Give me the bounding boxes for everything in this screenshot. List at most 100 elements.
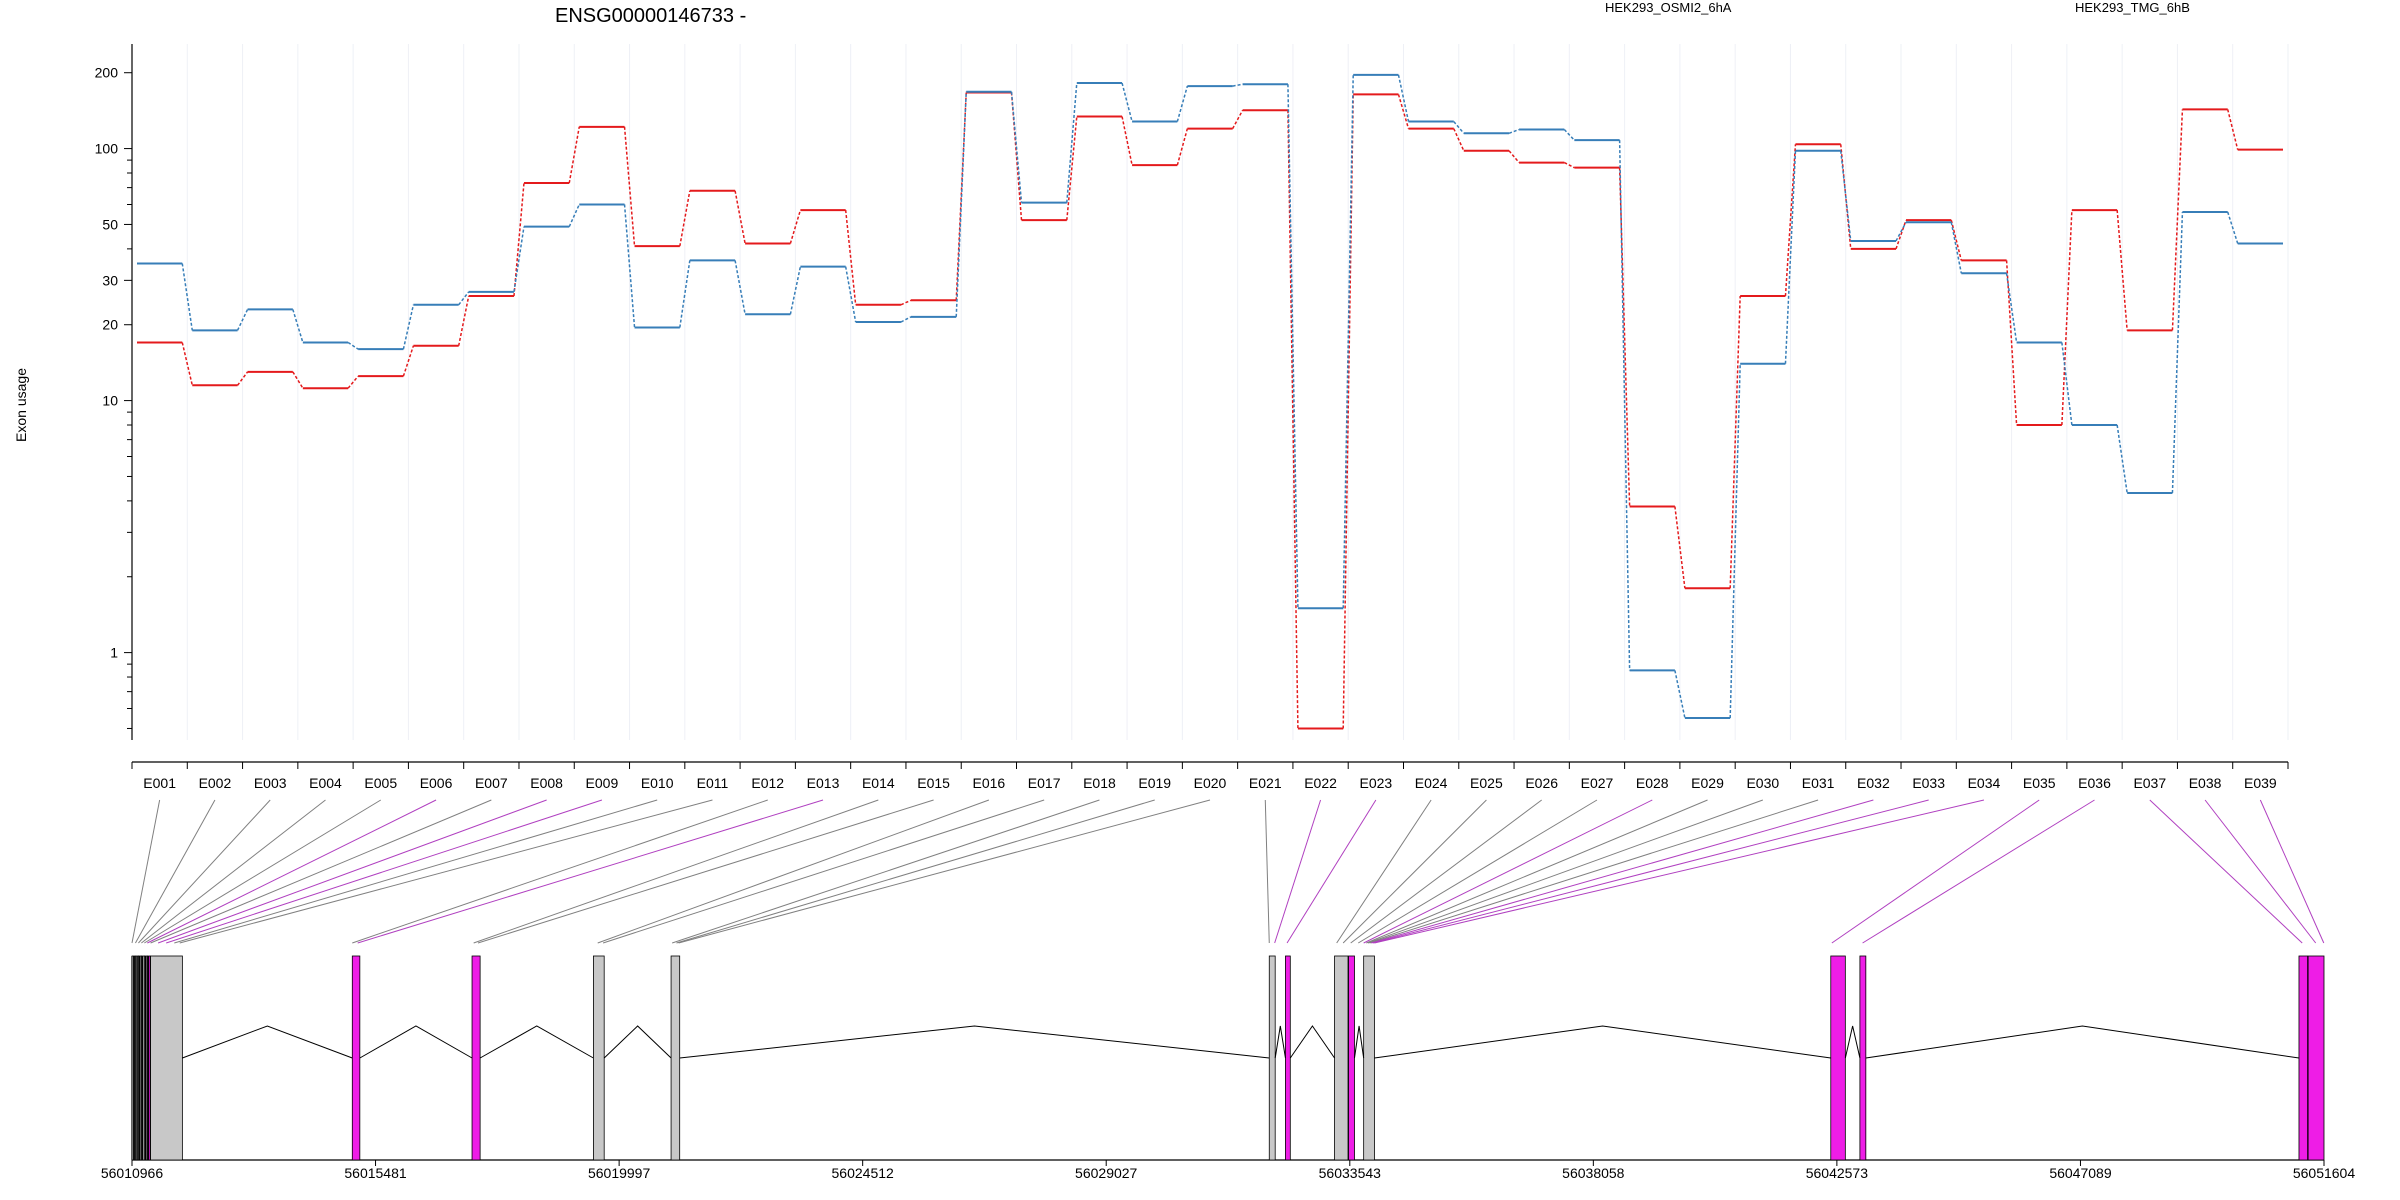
series-connector — [347, 375, 359, 389]
exon-block — [1348, 955, 1355, 1161]
series-connector — [1010, 91, 1023, 203]
series-connector — [568, 126, 580, 184]
intron-line — [1844, 1025, 1861, 1059]
exon-connector — [473, 799, 879, 944]
series-connector — [1674, 506, 1686, 589]
x-tick-label: E014 — [862, 775, 895, 791]
exon-connector — [135, 799, 216, 944]
series-connector — [734, 190, 746, 244]
series-connector — [679, 260, 691, 328]
x-tick-label: E006 — [420, 775, 453, 791]
series-connector — [1950, 219, 1963, 261]
y-tick-label: 10 — [102, 393, 118, 409]
series-connector — [292, 371, 304, 389]
coordinate-label: 56033543 — [1319, 1165, 1382, 1181]
series-connector — [2171, 212, 2184, 493]
exon-connector — [179, 799, 713, 944]
exon-block — [592, 955, 605, 1161]
series-connector — [1729, 363, 1741, 719]
exon-connector — [1358, 799, 1598, 944]
intron-line — [603, 1025, 672, 1059]
x-tick-label: E001 — [143, 775, 176, 791]
series-connector — [1176, 128, 1189, 166]
x-tick-label: E023 — [1359, 775, 1392, 791]
exon-block — [1285, 955, 1291, 1161]
x-tick-label: E003 — [254, 775, 287, 791]
y-tick-label: 30 — [102, 272, 118, 288]
series-connector — [1121, 82, 1133, 122]
series-connector — [1342, 74, 1354, 609]
y-tick-label: 100 — [95, 141, 119, 157]
exon-block — [670, 955, 681, 1161]
x-tick-label: E036 — [2078, 775, 2111, 791]
series-connector — [1508, 128, 1520, 134]
series-connector — [1950, 222, 1963, 274]
series-connector — [402, 345, 415, 377]
series-connector — [236, 309, 249, 331]
exon-connector — [1366, 799, 1708, 944]
x-tick-label: E004 — [309, 775, 342, 791]
exon-connector — [1336, 799, 1432, 944]
series-connector — [2171, 109, 2184, 331]
y-tick-label: 1 — [110, 645, 118, 661]
series-connector — [734, 260, 746, 315]
x-tick-label: E034 — [1968, 775, 2001, 791]
exon-block — [150, 955, 183, 1161]
x-tick-label: E005 — [364, 775, 397, 791]
x-tick-label: E035 — [2023, 775, 2056, 791]
series-connector — [181, 263, 194, 331]
exon-connector — [678, 799, 1211, 944]
exon-connector — [1342, 799, 1487, 944]
x-tick-label: E033 — [1912, 775, 1945, 791]
intron-line — [1274, 1025, 1286, 1059]
x-tick-label: E007 — [475, 775, 508, 791]
series-connector — [2061, 210, 2073, 426]
exon-block — [1334, 955, 1349, 1161]
series-connector — [2116, 210, 2128, 331]
x-tick-label: E002 — [199, 775, 232, 791]
x-tick-label: E029 — [1691, 775, 1724, 791]
exon-block — [1830, 955, 1846, 1161]
series-connector — [789, 266, 802, 315]
coordinate-label: 56051604 — [2293, 1165, 2356, 1181]
x-tick-label: E021 — [1249, 775, 1282, 791]
exon-connector — [477, 799, 934, 944]
series-connector — [1342, 94, 1354, 729]
exon-block — [1859, 955, 1867, 1161]
y-tick-group: 1 10 20 30 50 100 200 — [95, 65, 132, 729]
exon-connector — [131, 799, 161, 944]
series-connector — [1618, 167, 1631, 507]
series-connector — [513, 226, 525, 292]
series-connector — [1287, 84, 1299, 609]
x-tick-label: E038 — [2189, 775, 2222, 791]
exon-connector — [1367, 799, 1763, 944]
gene-model — [131, 955, 2325, 1161]
x-tick-group: E001 E002 E003 E004 E005 E006 E007 E008 E009 E010… — [131, 762, 2289, 791]
chart-title: ENSG00000146733 - — [555, 5, 746, 27]
intron-line — [1374, 1025, 1831, 1059]
x-tick-label: E016 — [973, 775, 1006, 791]
series-connector — [402, 304, 415, 350]
y-tick-label: 50 — [102, 216, 118, 232]
intron-line — [359, 1025, 473, 1059]
intron-line — [182, 1025, 353, 1059]
series-connector — [789, 209, 802, 244]
coordinate-label: 56024512 — [832, 1165, 895, 1181]
series-connector — [955, 91, 967, 317]
series-connector — [2226, 109, 2239, 150]
series-connector — [1839, 150, 1852, 242]
exon-connector — [2149, 799, 2303, 944]
coordinate-label: 56015481 — [344, 1165, 407, 1181]
x-tick-label: E022 — [1304, 775, 1337, 791]
exon-block — [351, 955, 361, 1161]
series-connector — [623, 204, 636, 328]
coordinate-label: 56029027 — [1075, 1165, 1138, 1181]
series-connector — [1176, 85, 1189, 122]
series-connector — [1231, 109, 1244, 129]
exon-connector — [147, 799, 437, 944]
coordinate-label: 56047089 — [2049, 1165, 2112, 1181]
x-tick-label: E009 — [586, 775, 619, 791]
series-connector — [457, 295, 470, 346]
exon-connector — [144, 799, 382, 944]
exon-connector — [166, 799, 603, 944]
